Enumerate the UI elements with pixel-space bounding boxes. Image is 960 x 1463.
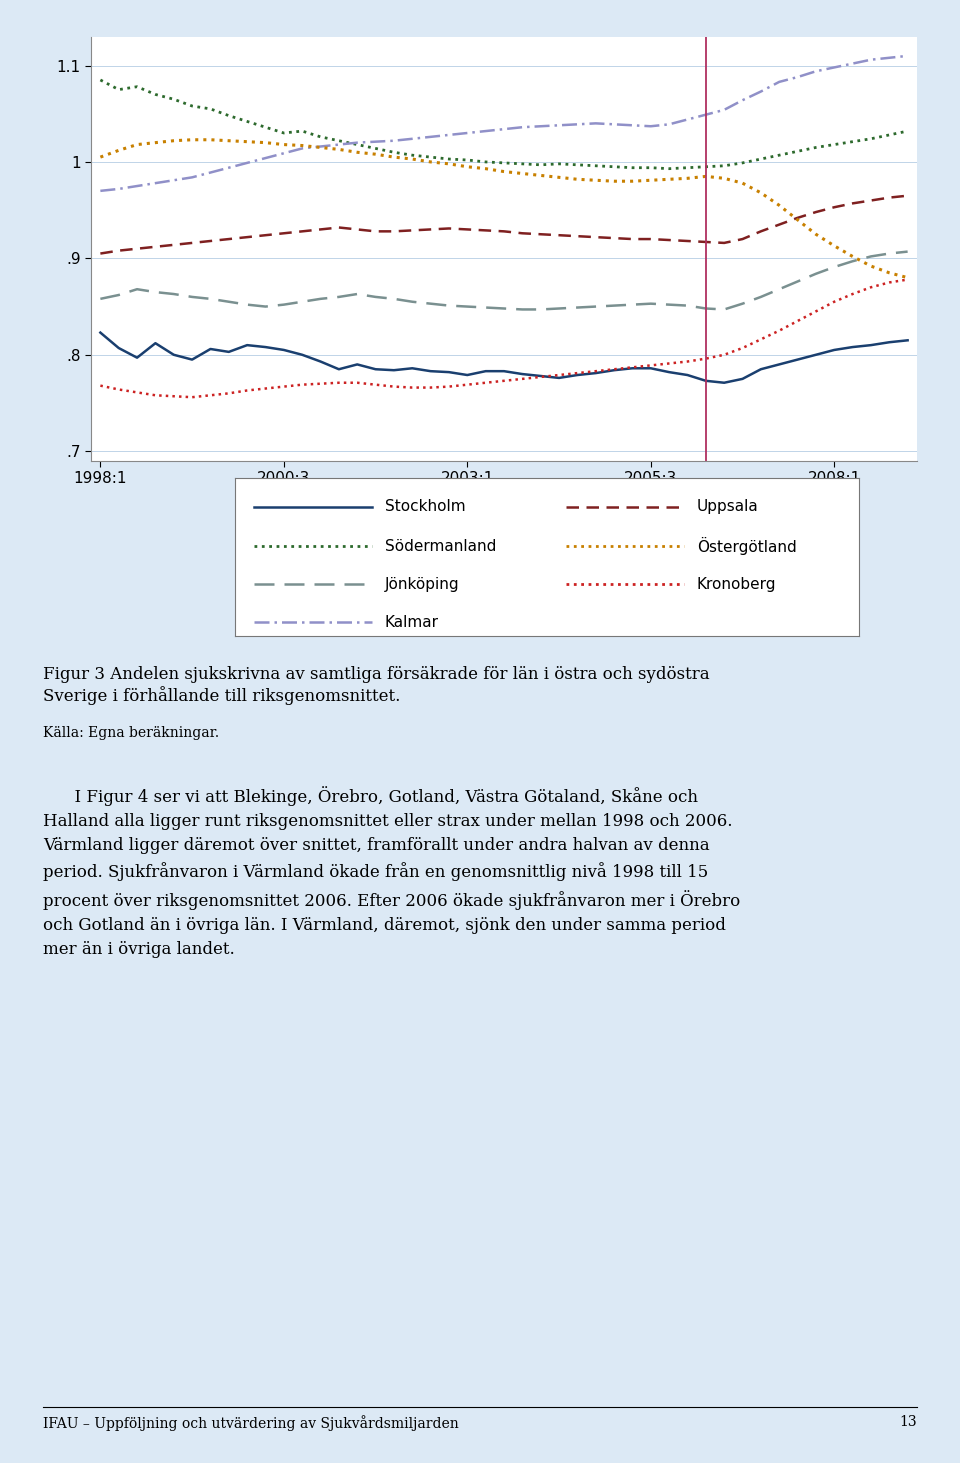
Text: IFAU – Uppföljning och utvärdering av Sjukvårdsmiljarden: IFAU – Uppföljning och utvärdering av Sj… [43,1415,459,1431]
Text: 13: 13 [900,1415,917,1429]
Text: Stockholm: Stockholm [385,499,466,515]
Text: Figur 3 Andelen sjukskrivna av samtliga försäkrade för län i östra och sydöstra
: Figur 3 Andelen sjukskrivna av samtliga … [43,666,709,705]
Text: Källa: Egna beräkningar.: Källa: Egna beräkningar. [43,726,219,740]
Text: Uppsala: Uppsala [697,499,758,515]
X-axis label: kvartal: kvartal [477,497,531,512]
Text: Jönköping: Jönköping [385,576,460,591]
Text: I Figur 4 ser vi att Blekinge, Örebro, Gotland, Västra Götaland, Skåne och
Halla: I Figur 4 ser vi att Blekinge, Örebro, G… [43,786,740,958]
Text: Östergötland: Östergötland [697,537,797,556]
Text: Kalmar: Kalmar [385,614,439,629]
Text: Södermanland: Södermanland [385,538,496,554]
Text: Kronoberg: Kronoberg [697,576,777,591]
